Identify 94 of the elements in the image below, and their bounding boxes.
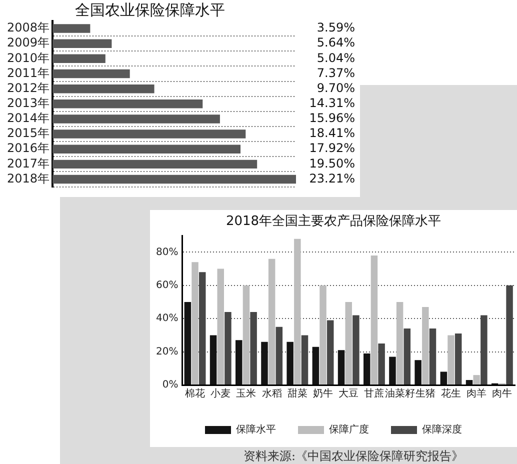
legend-label: 保障水平 [236, 424, 276, 436]
data-label: 14.31% [309, 96, 355, 110]
bar [301, 335, 308, 384]
bar [210, 335, 217, 384]
bar [52, 39, 112, 48]
bar [466, 380, 473, 384]
x-tick-label: 甘蔗 [364, 388, 384, 400]
y-tick-label: 2012年 [6, 80, 50, 95]
bar [473, 375, 480, 384]
bar [404, 328, 411, 384]
y-tick-label: 20% [156, 346, 178, 358]
bar [224, 312, 232, 384]
y-tick-label: 60% [156, 280, 178, 291]
bar [429, 328, 436, 384]
x-tick-label: 水稻 [262, 388, 282, 400]
bar [52, 24, 90, 33]
bar [286, 342, 294, 384]
bar [294, 238, 301, 384]
x-tick-label: 小麦 [210, 388, 231, 400]
bar [52, 174, 296, 184]
bar [480, 315, 488, 384]
bar [52, 100, 203, 108]
legend-label: 保障广度 [329, 424, 369, 436]
chart-title: 全国农业保险保障水平 [75, 0, 225, 19]
y-tick-label: 2011年 [6, 66, 50, 80]
y-tick-label: 2018年 [6, 171, 50, 186]
legend-label: 保障深度 [422, 424, 462, 436]
x-tick-label: 生猪 [415, 388, 436, 400]
data-label: 19.50% [309, 156, 355, 170]
bar [364, 353, 370, 384]
bar [184, 302, 192, 384]
bar [52, 84, 154, 94]
bar [52, 130, 246, 138]
data-label: 5.64% [316, 36, 355, 50]
bar [326, 320, 334, 384]
y-tick-label: 80% [156, 246, 178, 258]
bar [312, 346, 320, 384]
bar [268, 258, 276, 384]
bar [198, 272, 206, 384]
bar [192, 262, 198, 384]
data-label: 17.92% [309, 141, 355, 156]
chart-title: 2018年全国主要农产品保险保障水平 [226, 213, 442, 230]
y-tick-label: 2008年 [6, 20, 50, 35]
x-tick-label: 奶牛 [313, 388, 334, 400]
x-tick-label: 大豆 [338, 388, 359, 400]
y-tick-label: 2014年 [6, 111, 50, 126]
bar [352, 315, 360, 384]
bar [422, 306, 429, 384]
data-label: 18.41% [309, 126, 355, 140]
bar [320, 285, 326, 384]
bar [440, 372, 448, 384]
x-tick-label: 肉牛 [492, 388, 512, 400]
data-label: 15.96% [309, 111, 355, 126]
bar [389, 356, 396, 384]
x-tick-label: 花生 [441, 388, 462, 400]
data-label: 9.70% [316, 80, 355, 95]
x-tick-label: 甜菜 [287, 388, 308, 400]
y-tick-label: 2010年 [6, 50, 50, 65]
y-tick-label: 0% [162, 380, 178, 391]
y-tick-label: 2017年 [6, 156, 50, 170]
bar [52, 114, 220, 124]
y-tick-label: 2013年 [6, 96, 50, 110]
data-label: 23.21% [309, 171, 355, 186]
bar [276, 326, 283, 384]
bar [242, 285, 250, 384]
bar [52, 69, 130, 78]
bar [52, 144, 241, 154]
bar [378, 344, 385, 384]
bar [448, 335, 454, 384]
bar [217, 268, 224, 384]
bar [250, 312, 257, 384]
bar [52, 160, 258, 169]
bar [345, 302, 352, 384]
x-tick-label: 肉羊 [466, 388, 487, 400]
y-tick-label: 2009年 [6, 36, 50, 50]
x-tick-label: 玉米 [236, 388, 256, 400]
bar [506, 285, 513, 384]
bar [236, 340, 242, 384]
bar [52, 54, 106, 64]
bar [454, 334, 462, 384]
data-label: 5.04% [316, 50, 355, 65]
bar [261, 342, 268, 384]
text: 资料来源:《中国农业保险保障研究报告》 [242, 448, 465, 464]
y-tick-label: 2015年 [6, 126, 50, 140]
x-tick-label: 油菜籽 [384, 388, 415, 400]
bar [370, 256, 378, 384]
data-label: 3.59% [316, 20, 355, 35]
y-tick-label: 40% [156, 313, 178, 324]
y-tick-label: 2016年 [6, 141, 50, 156]
bar [396, 302, 404, 384]
bar [414, 360, 422, 384]
data-label: 7.37% [316, 66, 355, 80]
bar [338, 350, 345, 384]
x-tick-label: 棉花 [185, 388, 206, 400]
